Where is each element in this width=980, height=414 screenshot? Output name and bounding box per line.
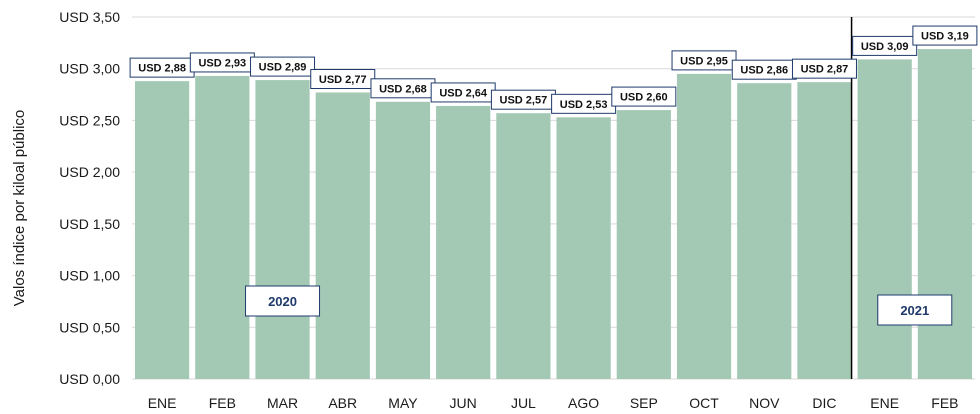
bar bbox=[135, 81, 190, 379]
bar bbox=[917, 49, 972, 379]
y-tick-label: USD 1,50 bbox=[59, 216, 120, 232]
bar bbox=[436, 105, 491, 379]
bar bbox=[616, 110, 671, 379]
bar bbox=[737, 83, 792, 380]
data-label-text: USD 2,89 bbox=[259, 62, 307, 74]
data-label-text: USD 2,68 bbox=[379, 83, 427, 95]
bar bbox=[255, 80, 310, 379]
data-label-text: USD 2,93 bbox=[198, 57, 246, 69]
data-label: USD 2,87 bbox=[791, 58, 857, 79]
data-label-text: USD 2,53 bbox=[560, 99, 608, 111]
y-tick-label: USD 1,00 bbox=[59, 268, 120, 284]
data-label-text: USD 2,60 bbox=[620, 92, 668, 104]
data-label-text: USD 3,19 bbox=[921, 31, 969, 43]
data-label-text: USD 2,77 bbox=[319, 74, 367, 86]
data-label: USD 2,60 bbox=[611, 86, 677, 107]
data-label: USD 2,93 bbox=[189, 52, 255, 73]
year-label-box bbox=[245, 285, 321, 317]
data-label: USD 2,57 bbox=[490, 89, 556, 110]
data-label-box bbox=[791, 58, 857, 79]
x-tick-label: MAR bbox=[267, 395, 298, 411]
x-tick-label: DIC bbox=[812, 395, 836, 411]
x-tick-label: AGO bbox=[568, 395, 599, 411]
year-label-text: 2021 bbox=[900, 303, 929, 318]
data-label-text: USD 2,86 bbox=[740, 65, 788, 77]
y-tick-label: USD 2,00 bbox=[59, 164, 120, 180]
data-label: USD 2,88 bbox=[129, 57, 195, 78]
bar bbox=[195, 75, 250, 379]
bar bbox=[315, 92, 370, 379]
y-tick-label: USD 0,00 bbox=[59, 371, 120, 387]
x-tick-label: MAY bbox=[388, 395, 418, 411]
bar bbox=[857, 59, 912, 380]
data-label: USD 3,19 bbox=[912, 25, 978, 46]
data-label: USD 3,09 bbox=[852, 35, 918, 56]
data-label: USD 2,89 bbox=[250, 56, 316, 77]
y-tick-label: USD 3,00 bbox=[59, 61, 120, 77]
y-tick-label: USD 3,50 bbox=[59, 9, 120, 25]
data-label: USD 2,64 bbox=[430, 82, 496, 103]
bar bbox=[797, 82, 852, 379]
y-axis-ticks: USD 0,00 USD 0,50 USD 1,00 USD 1,50 USD 2,00… bbox=[59, 9, 120, 387]
data-label-text: USD 2,57 bbox=[500, 95, 548, 107]
data-label-text: USD 3,09 bbox=[861, 41, 909, 53]
x-tick-label: NOV bbox=[749, 395, 780, 411]
year-label-2021: 2021 bbox=[877, 294, 953, 326]
bar bbox=[375, 101, 431, 379]
x-tick-label: OCT bbox=[689, 395, 719, 411]
x-tick-label: FEB bbox=[209, 395, 236, 411]
x-tick-label: ENE bbox=[148, 395, 177, 411]
x-tick-label: JUN bbox=[450, 395, 477, 411]
data-label-box bbox=[852, 35, 918, 56]
x-tick-label: FEB bbox=[931, 395, 958, 411]
x-tick-label: SEP bbox=[630, 395, 658, 411]
year-label-2020: 2020 bbox=[245, 285, 321, 317]
bar bbox=[556, 117, 611, 379]
x-axis-ticks: ENE FEB MAR ABR MAY JUN JUL AGO SEP OCT NOV DIC ENE F… bbox=[148, 395, 959, 411]
data-label: USD 2,77 bbox=[310, 69, 376, 90]
data-label-text: USD 2,95 bbox=[680, 55, 728, 67]
data-label: USD 2,53 bbox=[551, 93, 617, 114]
year-label-box bbox=[877, 294, 953, 326]
year-labels: 2020 2021 bbox=[245, 285, 953, 326]
y-tick-label: USD 2,50 bbox=[59, 112, 120, 128]
bars bbox=[135, 49, 972, 380]
data-label: USD 2,86 bbox=[731, 59, 797, 80]
data-label: USD 2,68 bbox=[370, 78, 436, 99]
x-tick-label: ENE bbox=[870, 395, 899, 411]
y-tick-label: USD 0,50 bbox=[59, 319, 120, 335]
data-label-text: USD 2,88 bbox=[138, 63, 186, 75]
year-label-text: 2020 bbox=[268, 294, 297, 309]
data-labels: USD 2,88 USD 2,93 USD 2,89 USD 2,77 USD 2,68… bbox=[129, 25, 978, 114]
bar bbox=[676, 73, 732, 379]
x-tick-label: ABR bbox=[328, 395, 357, 411]
data-label-text: USD 2,64 bbox=[439, 87, 488, 99]
data-label-box bbox=[912, 25, 978, 46]
data-label-box bbox=[250, 56, 316, 77]
x-tick-label: JUL bbox=[511, 395, 536, 411]
data-label-text: USD 2,87 bbox=[801, 64, 849, 76]
y-axis-label: Valos índice por kiloal público bbox=[11, 110, 28, 307]
data-label: USD 2,95 bbox=[671, 50, 737, 71]
bar bbox=[496, 113, 551, 379]
data-label-box bbox=[611, 86, 677, 107]
